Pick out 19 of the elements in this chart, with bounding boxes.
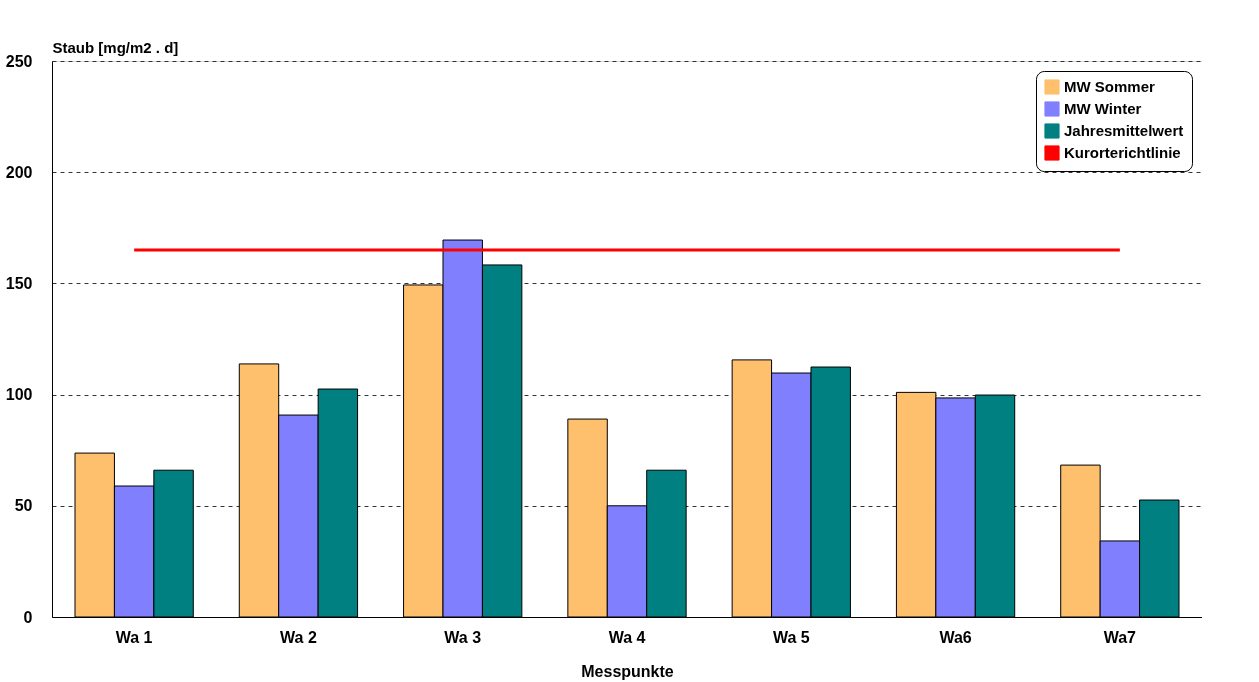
y-tick-label: 250 [5, 52, 33, 70]
x-tick-label: Wa 4 [608, 628, 646, 646]
x-tick-label: Wa 2 [280, 628, 317, 646]
x-tick-label: Wa 1 [115, 628, 153, 646]
legend-label: Kurorterichtlinie [1064, 144, 1181, 161]
x-tick-label: Wa 5 [772, 628, 810, 646]
y-tick-label: 100 [5, 386, 33, 404]
y-tick-label: 50 [14, 497, 33, 515]
x-tick-label: Wa7 [1103, 628, 1137, 646]
legend-label: MW Sommer [1064, 78, 1155, 95]
y-tick-label: 0 [23, 608, 33, 626]
legend-label: MW Winter [1064, 100, 1142, 117]
x-tick-label: Wa6 [939, 628, 972, 646]
x-tick-label: Wa 3 [444, 628, 482, 646]
x-axis-title: Messpunkte [581, 662, 674, 680]
y-axis-title: Staub [mg/m2 . d] [52, 38, 179, 56]
y-tick-label: 150 [5, 274, 33, 292]
legend-label: Jahresmittelwert [1064, 122, 1184, 139]
y-tick-label: 200 [5, 163, 33, 181]
